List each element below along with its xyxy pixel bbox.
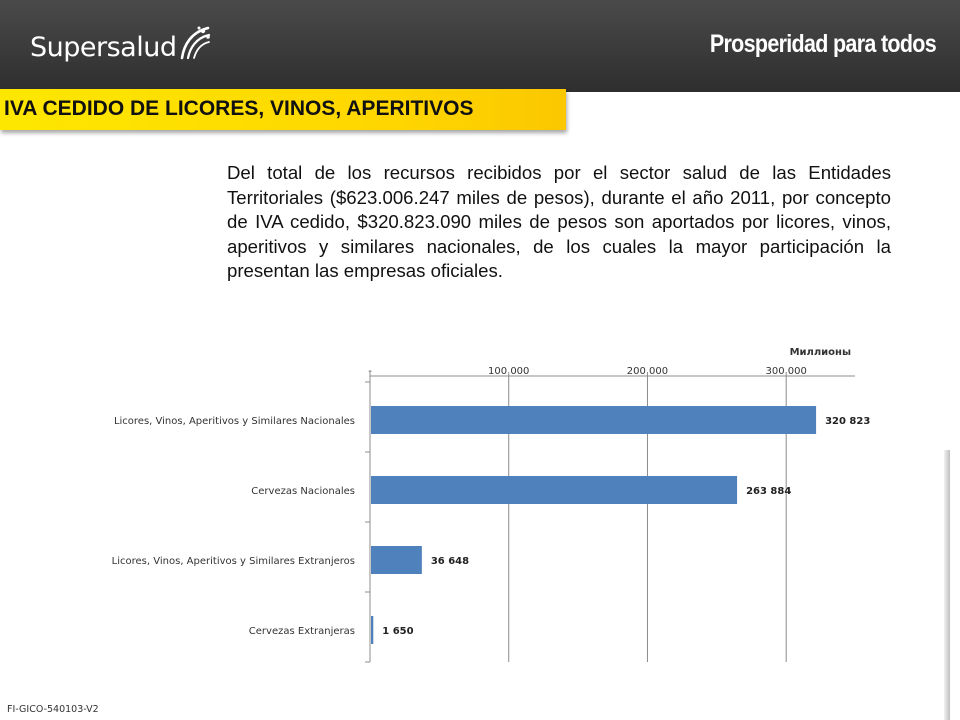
bar (371, 616, 374, 644)
title-band: IVA CEDIDO DE LICORES, VINOS, APERITIVOS (0, 89, 566, 130)
supersalud-logo: Supersalud (30, 22, 212, 72)
intro-paragraph: Del total de los recursos recibidos por … (227, 162, 891, 281)
bar (371, 546, 422, 574)
x-tick-label: - (368, 366, 372, 377)
page-edge-shadow (944, 450, 950, 720)
x-tick-label: 200 000 (627, 366, 668, 377)
header-bar: Supersalud Prosperidad para todos (0, 0, 960, 92)
page-title: IVA CEDIDO DE LICORES, VINOS, APERITIVOS (4, 97, 474, 120)
bar-chart: Миллионы - 100 000 200 000 300 000 Licores, V… (0, 330, 960, 675)
bar-value-label: 263 884 (746, 486, 791, 497)
chart-unit-label: Миллионы (790, 347, 851, 358)
supersalud-logo-text: Supersalud (30, 31, 177, 63)
category-label: Licores, Vinos, Aperitivos y Similares E… (112, 556, 355, 567)
prosperidad-logo: Prosperidad para todos (709, 30, 937, 58)
bar (371, 476, 738, 504)
x-tick-label: 300 000 (766, 366, 807, 377)
bar (371, 406, 817, 434)
x-tick-label: 100 000 (488, 366, 529, 377)
category-label: Licores, Vinos, Aperitivos y Similares N… (114, 416, 355, 427)
bar-value-label: 320 823 (825, 416, 870, 427)
supersalud-swirl-icon (181, 26, 211, 60)
bar-value-label: 1 650 (382, 626, 413, 637)
footer-code: FI-GICO-540103-V2 (7, 704, 99, 715)
category-label: Cervezas Nacionales (251, 486, 355, 497)
bar-chart-svg: Миллионы - 100 000 200 000 300 000 Licores, V… (112, 347, 870, 663)
category-label: Cervezas Extranjeras (249, 626, 355, 637)
bar-value-label: 36 648 (431, 556, 469, 567)
